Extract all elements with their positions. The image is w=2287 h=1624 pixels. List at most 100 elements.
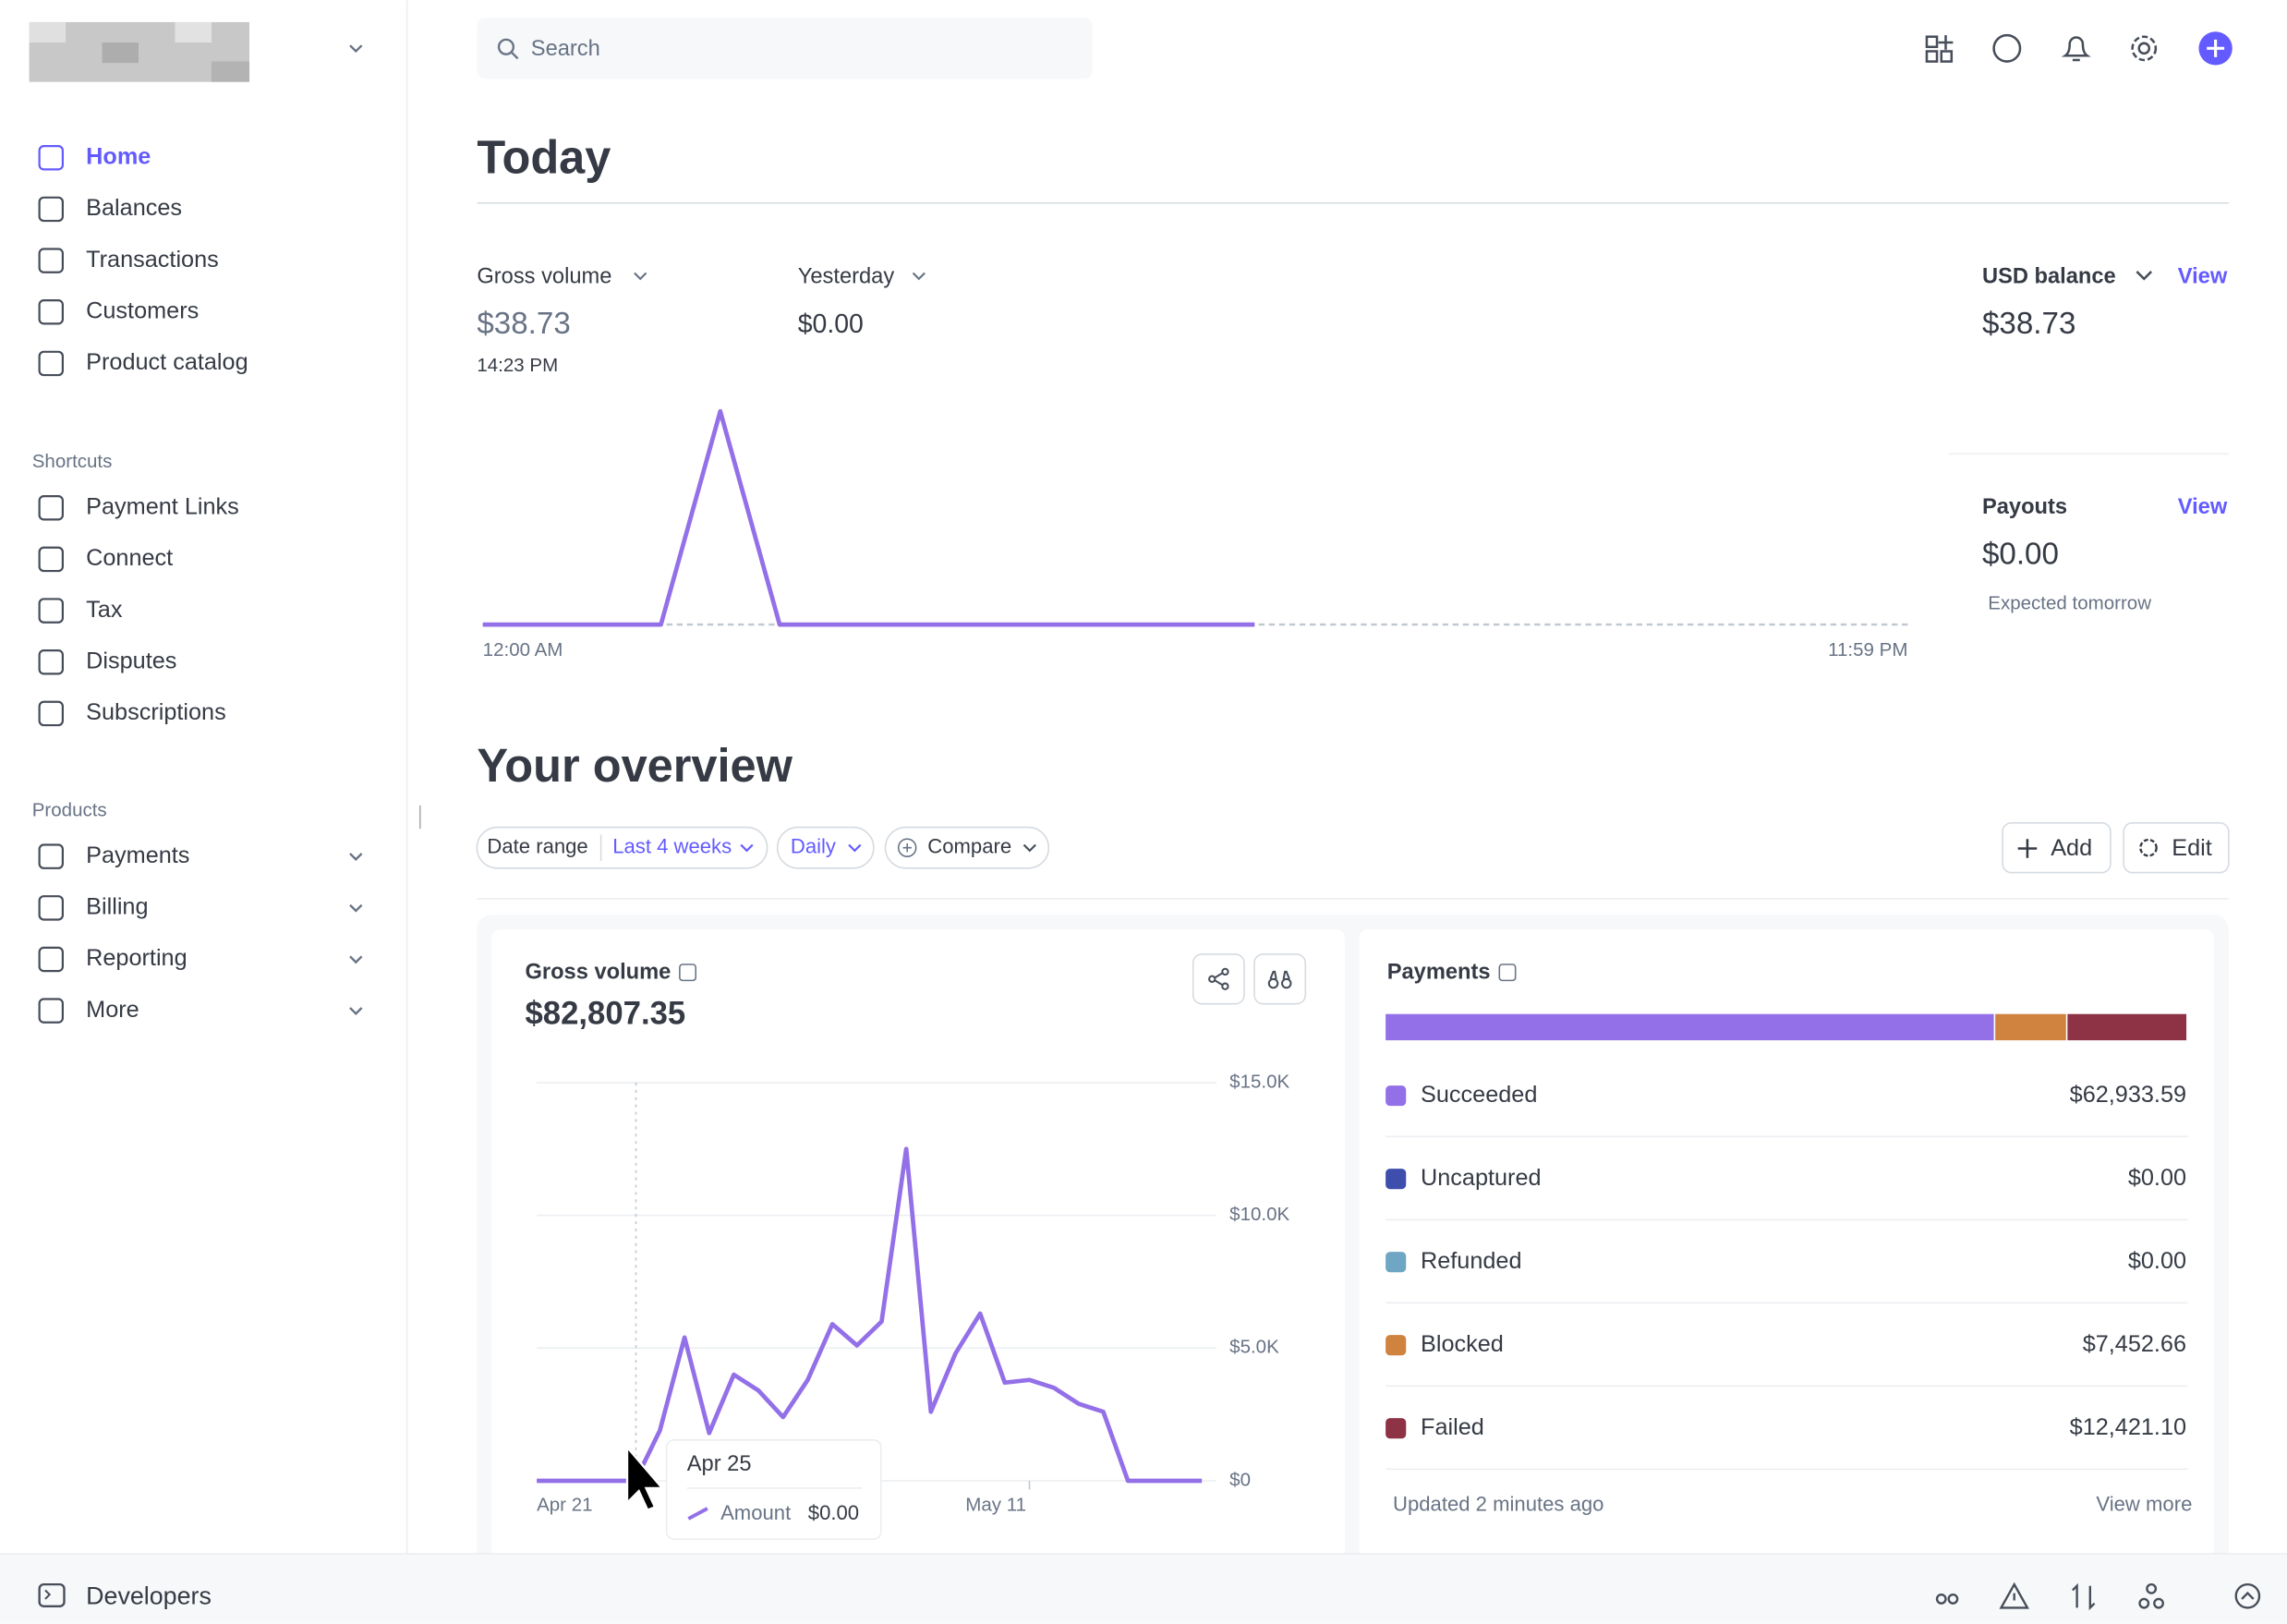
y-tick-label: $0 <box>1229 1469 1251 1490</box>
share-button[interactable] <box>1192 953 1245 1005</box>
view-link[interactable]: View <box>2178 265 2228 289</box>
legend-dot <box>1386 1252 1407 1273</box>
payment-amount: $7,452.66 <box>2083 1331 2186 1357</box>
tooltip-swatch <box>687 1507 708 1521</box>
apps-icon[interactable] <box>1938 35 1954 50</box>
compare-filter[interactable] <box>884 826 1050 869</box>
payment-status: Uncaptured <box>1421 1165 1542 1191</box>
apps-icon[interactable] <box>1940 50 1954 63</box>
settings-icon[interactable] <box>2131 35 2158 62</box>
y-tick-label: $15.0K <box>1229 1071 1289 1092</box>
payments-bar: Succeeded $62,933.59 Uncaptured $0.00 Refund… <box>1386 1013 2188 1471</box>
nav-item[interactable]: Billing <box>86 893 148 919</box>
nav-icon <box>38 248 65 273</box>
chevron <box>1022 843 1036 853</box>
add-button[interactable] <box>2002 822 2112 874</box>
collapse-icon[interactable] <box>2234 1582 2261 1609</box>
x-label: 11:59 PM <box>1828 639 1907 661</box>
help-icon[interactable] <box>1992 33 2022 63</box>
edit-button[interactable] <box>2123 822 2230 874</box>
tooltip-label: Amount <box>720 1501 791 1524</box>
search-box[interactable] <box>477 18 1093 79</box>
nav-item[interactable]: Subscriptions <box>86 699 226 725</box>
filter-value: Last 4 weeks <box>612 835 732 858</box>
apps-icon[interactable] <box>1925 50 1939 63</box>
payment-status: Refunded <box>1421 1248 1522 1274</box>
chevron <box>2136 271 2153 281</box>
x-label: 12:00 AM <box>483 639 563 661</box>
payments-card <box>1359 929 2215 1571</box>
nav-icon <box>38 196 65 223</box>
info-icon[interactable] <box>1498 963 1517 982</box>
sort-icon[interactable] <box>2072 1582 2096 1611</box>
gross-volume-line <box>537 1146 1203 1484</box>
nav-item[interactable]: Tax <box>86 597 123 623</box>
explore-button[interactable] <box>1253 953 1307 1005</box>
nav-item[interactable]: Home <box>86 143 151 169</box>
chevron <box>349 853 363 861</box>
chevron <box>912 272 926 281</box>
nav-item[interactable]: Product catalog <box>86 349 248 375</box>
nav-item[interactable]: Reporting <box>86 945 187 971</box>
payment-status: Blocked <box>1421 1331 1504 1357</box>
legend-dot <box>1386 1169 1407 1190</box>
payouts-label: Payouts <box>1982 495 2067 519</box>
chevron <box>740 843 754 853</box>
nav-item[interactable]: Connect <box>86 545 173 571</box>
updated-note: Updated 2 minutes ago <box>1393 1493 1603 1516</box>
nav-icon <box>38 495 65 521</box>
nav-item[interactable]: Customers <box>86 297 199 323</box>
apps-icon[interactable] <box>1925 35 1939 49</box>
view-more-link[interactable]: View more <box>2096 1493 2192 1516</box>
nav-icon <box>38 649 65 675</box>
tooltip <box>665 1439 882 1540</box>
payment-amount: $62,933.59 <box>2070 1082 2186 1108</box>
plus-icon <box>897 838 917 857</box>
heading: Your overview <box>477 739 793 792</box>
webhook-icon[interactable] <box>2146 1582 2158 1594</box>
create-icon <box>2207 39 2225 57</box>
metric-label[interactable]: Yesterday <box>798 265 895 289</box>
nav-item[interactable]: Balances <box>86 195 182 221</box>
nav-item[interactable]: Disputes <box>86 648 176 673</box>
legend-dot <box>1386 1335 1407 1356</box>
gear-icon <box>2139 838 2158 857</box>
developers-link[interactable]: Developers <box>86 1582 212 1609</box>
terminal-icon <box>38 1582 66 1607</box>
plus-icon <box>902 842 912 853</box>
date-range-filter[interactable] <box>476 826 768 869</box>
nav-item[interactable]: More <box>86 997 139 1023</box>
nav-item[interactable]: Transactions <box>86 247 219 273</box>
filter-value: Daily <box>791 835 836 858</box>
legend-dot <box>1386 1418 1407 1439</box>
payment-status: Failed <box>1421 1414 1484 1440</box>
balance-label[interactable]: USD balance <box>1982 265 2116 289</box>
x-tick-label: May 11 <box>965 1494 1026 1515</box>
interval-filter[interactable] <box>776 826 875 869</box>
metric-time: 14:23 PM <box>477 355 558 376</box>
view-link[interactable]: View <box>2178 495 2228 519</box>
inspect-icon[interactable] <box>1935 1593 1947 1605</box>
settings-icon[interactable] <box>2137 42 2151 55</box>
warning-icon[interactable] <box>1999 1582 2029 1609</box>
payment-segment <box>1995 1013 2066 1041</box>
y-tick-label: $5.0K <box>1229 1337 1279 1358</box>
section-label: Shortcuts <box>32 451 113 472</box>
info-icon[interactable] <box>679 963 697 982</box>
nav-icon <box>38 299 65 325</box>
nav-icon <box>38 598 65 624</box>
developer-bar <box>0 1553 2287 1624</box>
button-label: Add <box>2051 835 2092 861</box>
filter-label: Compare <box>927 835 1011 858</box>
today-line <box>482 408 1255 627</box>
metric-label[interactable]: Gross volume <box>477 265 611 289</box>
sidebar <box>0 0 407 1554</box>
account-chevron[interactable] <box>349 44 363 54</box>
nav-icon <box>38 998 65 1024</box>
logo-pattern <box>102 42 139 64</box>
search-icon <box>511 52 519 60</box>
notifications-icon[interactable] <box>2061 36 2091 62</box>
nav-item[interactable]: Payment Links <box>86 493 239 519</box>
nav-item[interactable]: Payments <box>86 842 189 868</box>
